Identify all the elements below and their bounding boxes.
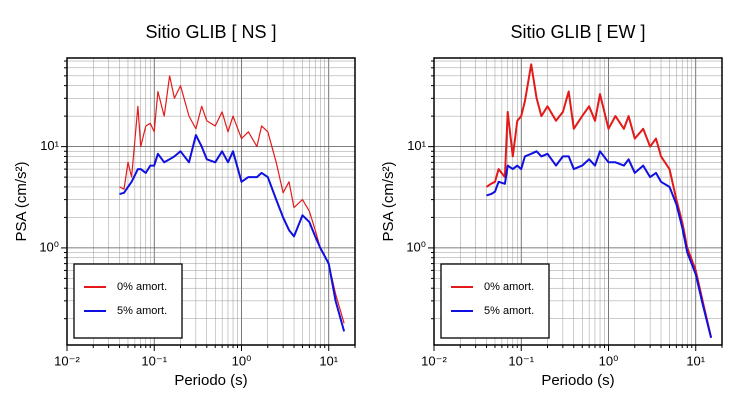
x-tick-label: 10⁰ <box>599 353 619 368</box>
series-line <box>119 75 345 324</box>
x-tick-label: 10⁻¹ <box>508 353 534 368</box>
x-axis-title: Periodo (s) <box>174 372 247 389</box>
legend-box <box>440 263 550 339</box>
legend-box <box>73 263 183 339</box>
plot-frame <box>433 57 723 346</box>
x-tick-label: 10⁻² <box>54 353 80 368</box>
panel: 10⁻² 10⁻¹ 10⁰ 10¹ 10⁰ 10¹ Sitio GLIB [ EW ] Per… <box>380 22 723 389</box>
legend-label: 0% amort. <box>117 281 167 293</box>
x-tick-label: 10⁰ <box>232 353 252 368</box>
legend-label: 5% amort. <box>117 305 167 317</box>
y-tick-label: 10⁰ <box>39 239 59 254</box>
x-axis-title: Periodo (s) <box>541 372 614 389</box>
legend-label: 0% amort. <box>484 281 534 293</box>
series-line <box>486 150 713 338</box>
y-axis-title: PSA (cm/s²) <box>13 161 30 241</box>
y-tick-label: 10⁰ <box>406 239 426 254</box>
plot-frame <box>66 57 356 346</box>
x-tick-label: 10¹ <box>686 353 705 368</box>
series-line <box>119 134 346 332</box>
y-tick-label: 10¹ <box>40 138 59 153</box>
chart-title: Sitio GLIB [ EW ] <box>510 22 645 42</box>
series-line <box>485 63 713 338</box>
panel: 10⁻² 10⁻¹ 10⁰ 10¹ 10⁰ 10¹ Sitio GLIB [ NS ] Per… <box>13 22 356 389</box>
chart-title: Sitio GLIB [ NS ] <box>145 22 276 42</box>
y-axis-title: PSA (cm/s²) <box>380 161 397 241</box>
y-tick-label: 10¹ <box>407 138 426 153</box>
legend-label: 5% amort. <box>484 305 534 317</box>
x-tick-label: 10⁻¹ <box>141 353 167 368</box>
x-tick-label: 10⁻² <box>421 353 447 368</box>
x-tick-label: 10¹ <box>319 353 338 368</box>
